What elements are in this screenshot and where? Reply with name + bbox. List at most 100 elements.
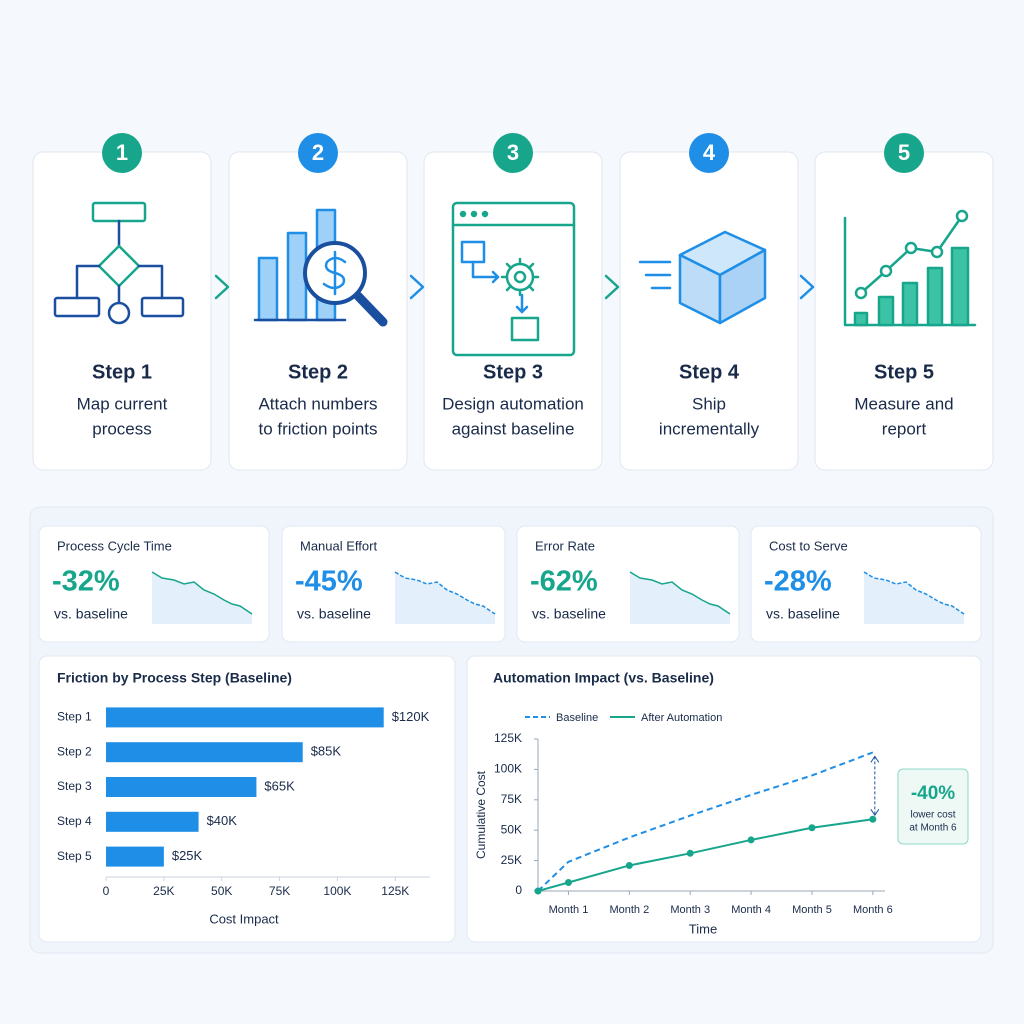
step-cards: 1 Step 1 Map current process 2 Step 2 Attach n… [32,133,994,471]
kpi-sub: vs. baseline [766,606,840,622]
sparkline [629,571,731,615]
step-number: 5 [898,140,910,165]
series-marker [534,887,542,895]
step-desc: Measure and [854,394,953,413]
chart-title: Friction by Process Step (Baseline) [57,670,292,686]
step-badge [689,133,729,173]
y-tick-label: Step 5 [57,849,92,863]
step-number: 4 [703,140,716,165]
arrow-head [870,755,880,817]
step-desc: against baseline [452,419,575,438]
y-tick-label: Step 2 [57,744,92,758]
x-tick-label: 25K [153,884,174,898]
step-desc: to friction points [258,419,377,438]
x-tick-label: 75K [269,884,290,898]
annotation-text: at Month 6 [909,823,957,834]
series-marker [747,836,755,844]
x-tick-label: 125K [381,884,409,898]
x-tick-label: Month 3 [670,904,710,916]
value-label: $120K [392,709,430,724]
step-desc: incrementally [659,419,760,438]
y-tick-label: 125K [494,731,522,745]
legend-label: Baseline [556,712,598,724]
icon-flowchart [53,201,185,325]
step-number: 2 [312,140,324,165]
line-card [466,655,982,943]
kpi-value: -45% [295,566,363,598]
value-label: $25K [172,848,203,863]
step-number: 1 [116,140,128,165]
annotation-text: lower cost [910,810,955,821]
chevrons [214,274,815,300]
step-desc: process [92,419,152,438]
series-marker [686,849,694,857]
kpi-label: Manual Effort [300,538,377,553]
kpi-cards: Process Cycle Time -32% vs. baseline Manual… [38,525,982,643]
kpi-label: Error Rate [535,538,595,553]
x-tick-label: Month 2 [609,904,649,916]
legend-label: After Automation [641,712,722,724]
step-title: Step 3 [483,361,543,383]
bar [106,777,257,797]
x-tick-label: Month 6 [853,904,893,916]
step-badge [102,133,142,173]
y-tick-label: 100K [494,762,522,776]
kpi-value: -32% [52,566,120,598]
sparkline [863,571,965,615]
x-tick-label: Month 1 [549,904,589,916]
kpi-sub: vs. baseline [297,606,371,622]
x-axis-label: Cost Impact [209,911,279,926]
x-tick-label: 50K [211,884,232,898]
step-title: Step 1 [92,361,152,383]
bar [106,846,164,867]
annotation-value: -40% [911,783,955,804]
series-marker [808,824,816,832]
step-desc: Attach numbers [258,394,377,413]
sparkline-area [864,572,964,624]
sparkline [394,571,496,615]
icon-automation-window [451,201,576,357]
bar-card [38,655,456,943]
y-tick-label: 0 [515,883,522,897]
step-badge [298,133,338,173]
y-tick-label: 75K [501,792,522,806]
bar [106,811,199,832]
x-tick-label: 100K [323,884,351,898]
kpi-value: -28% [764,566,832,598]
icon-cube [638,230,767,325]
y-tick-label: Step 1 [57,710,92,724]
x-axis-label: Time [689,921,717,936]
series-marker [625,861,633,869]
sparkline-area [152,572,252,624]
step-desc: report [882,419,927,438]
kpi-label: Process Cycle Time [57,538,172,553]
icon-bars-magnifier [253,208,388,327]
value-label: $65K [264,778,295,793]
series-marker [564,878,572,886]
step-title: Step 4 [679,361,740,383]
kpi-value: -62% [530,566,598,598]
sparkline-area [630,572,730,624]
step-desc: Design automation [442,394,584,413]
step-badge [493,133,533,173]
step-number: 3 [507,140,519,165]
chart-title: Automation Impact (vs. Baseline) [493,670,714,686]
icon-growth-chart [843,209,977,327]
y-tick-label: 50K [501,822,522,836]
sparkline [151,571,253,615]
series-marker [869,815,877,823]
x-tick-label: Month 4 [731,904,771,916]
kpi-sub: vs. baseline [532,606,606,622]
kpi-label: Cost to Serve [769,538,848,553]
series-line [537,751,874,892]
x-tick-label: 0 [103,884,110,898]
y-tick-label: 25K [501,853,522,867]
bar [106,707,384,728]
bar [106,742,303,763]
value-label: $85K [311,744,342,759]
y-tick-label: Step 4 [57,814,92,828]
y-axis-label: Cumulative Cost [474,770,488,859]
x-tick-label: Month 5 [792,904,832,916]
